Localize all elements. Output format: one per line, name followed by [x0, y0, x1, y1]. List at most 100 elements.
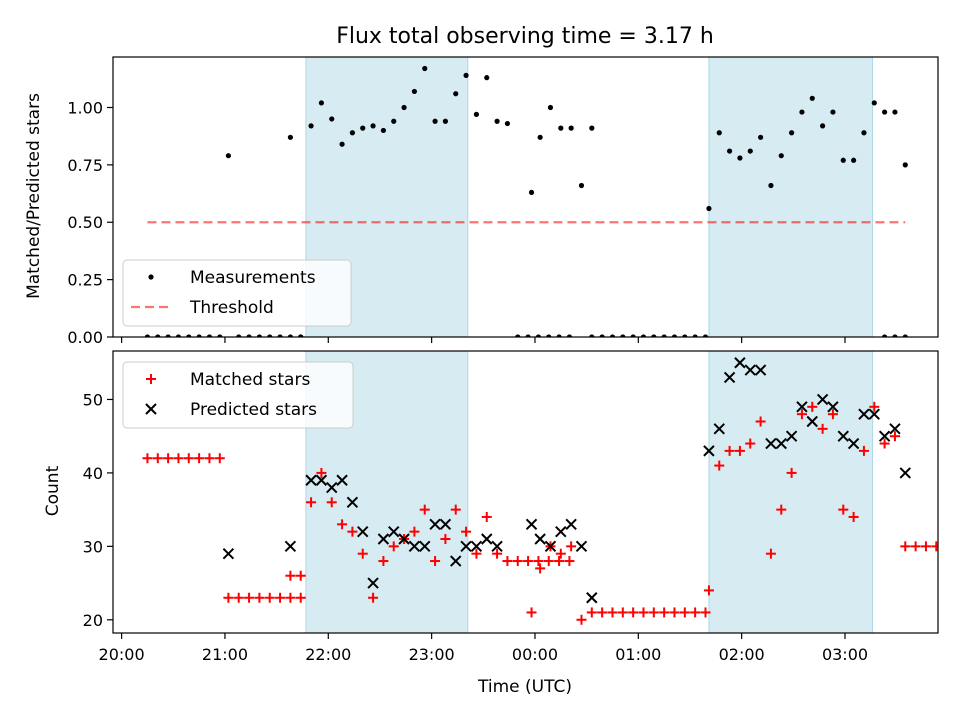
measurements-point	[175, 334, 182, 337]
predicted-stars-point	[775, 437, 787, 450]
measurements-point	[391, 118, 397, 124]
predicted-stars-point	[889, 423, 901, 435]
measurements-point	[287, 334, 294, 337]
legend-marker	[148, 274, 154, 280]
measurements-point	[537, 134, 543, 140]
measurements-point	[267, 334, 273, 337]
matched-stars-point	[628, 607, 639, 618]
measurements-point	[256, 334, 262, 337]
measurements-point	[217, 334, 223, 337]
measurements-point	[566, 334, 573, 337]
matched-stars-point	[786, 467, 797, 478]
predicted-stars-point	[586, 592, 598, 604]
x-tick-label: 01:00	[615, 645, 661, 664]
matched-stars-point	[183, 453, 194, 464]
measurements-point	[422, 65, 428, 72]
measurements-point	[620, 334, 626, 337]
predicted-stars-point	[827, 401, 839, 413]
predicted-stars-point	[222, 547, 235, 560]
y-tick-label: 0.75	[67, 156, 103, 175]
matched-stars-point	[734, 445, 745, 456]
measurements-point	[630, 334, 636, 337]
measurements-point	[882, 334, 888, 337]
matched-stars-point	[648, 607, 659, 618]
measurements-point	[196, 334, 202, 337]
matched-stars-point	[244, 592, 255, 603]
predicted-stars-point	[439, 518, 452, 531]
measurements-point	[671, 334, 678, 337]
y-tick-label: 50	[83, 390, 103, 409]
matched-stars-point	[481, 511, 492, 522]
matched-stars-point	[163, 453, 174, 464]
measurements-point	[473, 111, 480, 117]
measurements-point	[453, 91, 459, 97]
y-tick-label: 0.25	[67, 271, 103, 290]
matched-stars-point	[700, 607, 711, 618]
predicted-stars-point	[305, 474, 317, 486]
predicted-stars-point	[899, 467, 911, 479]
legend: Measurements Threshold	[122, 259, 352, 327]
matched-stars-point	[869, 401, 880, 412]
measurements-point	[535, 334, 542, 337]
predicted-stars-point	[837, 430, 849, 442]
matched-stars-point	[931, 541, 938, 552]
predicted-stars-point	[868, 408, 880, 420]
predicted-stars-point	[534, 533, 546, 545]
matched-stars-point	[194, 453, 205, 464]
x-tick-label: 03:00	[822, 645, 868, 664]
matched-stars-point	[679, 607, 690, 618]
measurements-point	[339, 141, 345, 147]
measurements-point	[871, 100, 877, 106]
matched-stars-point	[659, 607, 670, 618]
measurements-point	[277, 334, 283, 337]
matched-stars-point	[523, 556, 534, 567]
matched-stars-point	[142, 453, 153, 464]
predicted-stars-point	[346, 496, 359, 508]
predicted-stars-point	[744, 364, 756, 376]
matched-stars-point	[858, 445, 869, 456]
predicted-stars-point	[575, 540, 588, 553]
measurements-point	[308, 123, 314, 129]
measurements-point	[578, 182, 585, 189]
matched-stars-point	[173, 453, 184, 464]
matched-stars-point	[285, 570, 296, 581]
predicted-stars-point	[754, 364, 767, 376]
measurements-point	[599, 334, 605, 337]
matched-stars-point	[347, 526, 358, 537]
predicted-stars-point	[491, 540, 503, 553]
measurements-point	[318, 100, 325, 106]
matched-stars-point	[848, 511, 859, 522]
matched-stars-point	[838, 504, 849, 515]
matched-stars-point	[409, 526, 420, 537]
observing-window-2	[708, 56, 874, 338]
x-tick-label: 20:00	[99, 645, 145, 664]
y-tick-label: 40	[83, 464, 103, 483]
observing-window-2	[708, 350, 874, 634]
matched-stars-point	[920, 541, 931, 552]
measurements-point	[236, 334, 242, 337]
y-tick-label: 0.00	[67, 328, 103, 347]
matched-stars-point	[233, 592, 244, 603]
predicted-stars-point	[398, 533, 410, 545]
measurements-point	[706, 205, 712, 212]
measurements-point	[682, 334, 688, 337]
measurements-point	[851, 157, 857, 163]
matched-stars-point	[555, 548, 566, 559]
matched-stars-point	[745, 438, 756, 449]
predicted-stars-point	[460, 540, 472, 553]
matched-stars-point	[430, 556, 441, 567]
measurements-point	[747, 148, 753, 154]
predicted-stars-point	[734, 357, 746, 369]
matched-stars-point	[807, 401, 818, 412]
matched-stars-point	[566, 541, 577, 552]
measurements-point	[568, 125, 574, 131]
matched-stars-point	[724, 445, 735, 456]
matched-stars-point	[388, 541, 399, 552]
y-tick-label: 30	[83, 537, 103, 556]
matched-stars-point	[889, 431, 900, 442]
y-tick-label: 20	[83, 611, 103, 630]
measurements-point	[640, 334, 647, 337]
measurements-point	[902, 334, 908, 337]
predicted-stars-point	[315, 474, 328, 486]
y-tick-label: 1.00	[67, 98, 103, 117]
